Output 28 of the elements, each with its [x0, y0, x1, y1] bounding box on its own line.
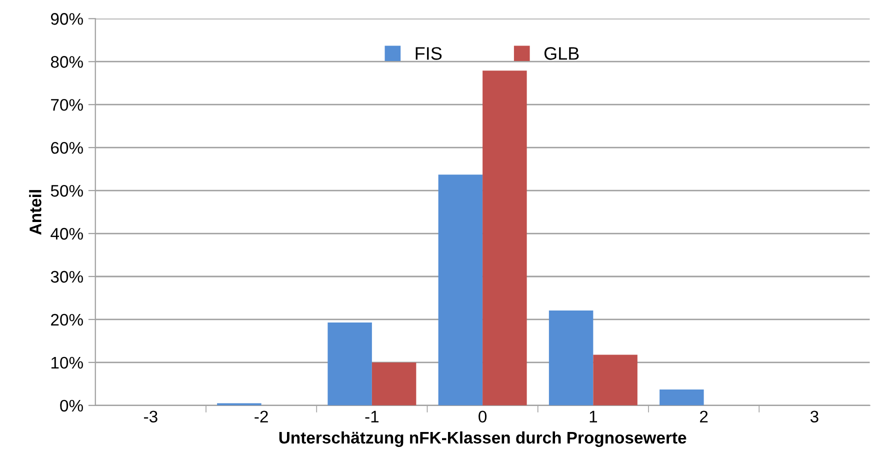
bar [660, 390, 704, 406]
y-tick-label: 50% [50, 184, 83, 197]
x-tick-label: 3 [810, 410, 818, 423]
y-tick-label: 80% [50, 56, 83, 68]
bar [548, 310, 594, 406]
y-axis-title: Anteil [29, 190, 42, 235]
y-tick-label: 70% [51, 98, 83, 111]
x-axis-title: Unterschätzung nFK-Klassen durch Prognosewerte [279, 431, 686, 447]
x-tick-label: 0 [478, 410, 487, 423]
y-tick-label: 20% [51, 314, 83, 326]
x-tick-label: 2 [700, 410, 708, 422]
x-tick-label: -3 [144, 410, 158, 423]
y-tick-label: 0% [60, 400, 83, 412]
x-tick-label: 1 [590, 410, 598, 422]
y-tick-label: 40% [50, 228, 83, 240]
y-tick-label: 60% [51, 142, 83, 154]
x-tick-label: -2 [254, 410, 268, 422]
bar [328, 322, 372, 406]
y-tick-label: 10% [51, 356, 83, 369]
bar [482, 70, 527, 406]
y-tick-label: 30% [50, 270, 83, 283]
bar [372, 362, 416, 406]
x-tick-label: -1 [365, 410, 379, 422]
legend-label: FIS [416, 47, 442, 60]
legend-label: GLB [544, 47, 579, 60]
y-tick-label: 90% [50, 13, 83, 25]
bar [438, 174, 483, 406]
bar [593, 354, 638, 406]
